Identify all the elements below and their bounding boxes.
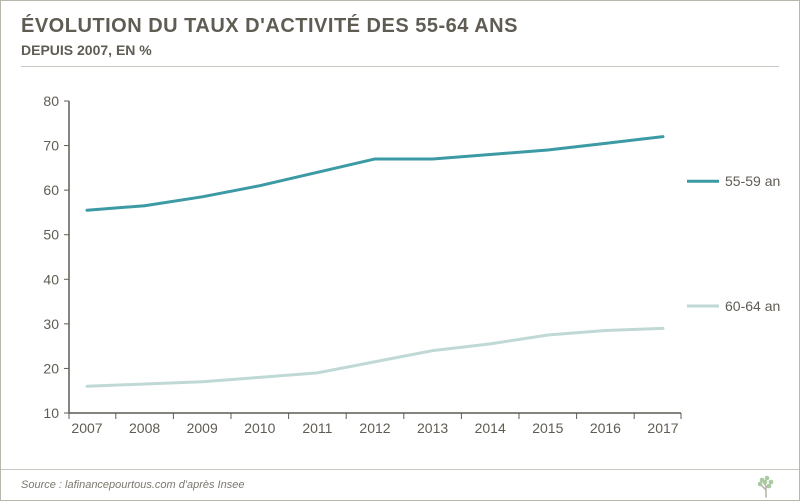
svg-text:70: 70 [43,138,59,154]
svg-text:80: 80 [43,93,59,109]
svg-text:30: 30 [43,316,59,332]
svg-text:2011: 2011 [302,420,332,436]
logo-icon [753,472,779,498]
line-chart: 10 20 30 40 50 60 70 80 2007 2008 2009 2010 2011 2012… [21,83,781,453]
svg-text:2012: 2012 [359,420,390,436]
chart-area: 10 20 30 40 50 60 70 80 2007 2008 2009 2010 2011 2012… [21,83,779,453]
svg-text:2007: 2007 [71,420,102,436]
svg-text:2010: 2010 [244,420,275,436]
svg-text:2009: 2009 [187,420,218,436]
svg-text:2008: 2008 [129,420,160,436]
svg-text:60-64 ans: 60-64 ans [725,298,781,314]
chart-title: ÉVOLUTION DU TAUX D'ACTIVITÉ DES 55-64 A… [21,15,779,38]
svg-text:40: 40 [43,271,59,287]
svg-text:60: 60 [43,182,59,198]
svg-text:20: 20 [43,360,59,376]
header: ÉVOLUTION DU TAUX D'ACTIVITÉ DES 55-64 A… [1,1,799,73]
chart-container: ÉVOLUTION DU TAUX D'ACTIVITÉ DES 55-64 A… [0,0,800,501]
svg-text:2014: 2014 [475,420,506,436]
source-text: Source : lafinancepourtous.com d'après I… [21,479,244,491]
svg-text:55-59 ans: 55-59 ans [725,173,781,189]
svg-text:2017: 2017 [647,420,678,436]
svg-text:50: 50 [43,227,59,243]
chart-subtitle: DEPUIS 2007, EN % [21,42,779,67]
svg-text:2013: 2013 [417,420,448,436]
svg-text:2016: 2016 [590,420,621,436]
footer: Source : lafinancepourtous.com d'après I… [1,469,799,500]
svg-text:2015: 2015 [532,420,563,436]
svg-text:10: 10 [43,405,59,421]
